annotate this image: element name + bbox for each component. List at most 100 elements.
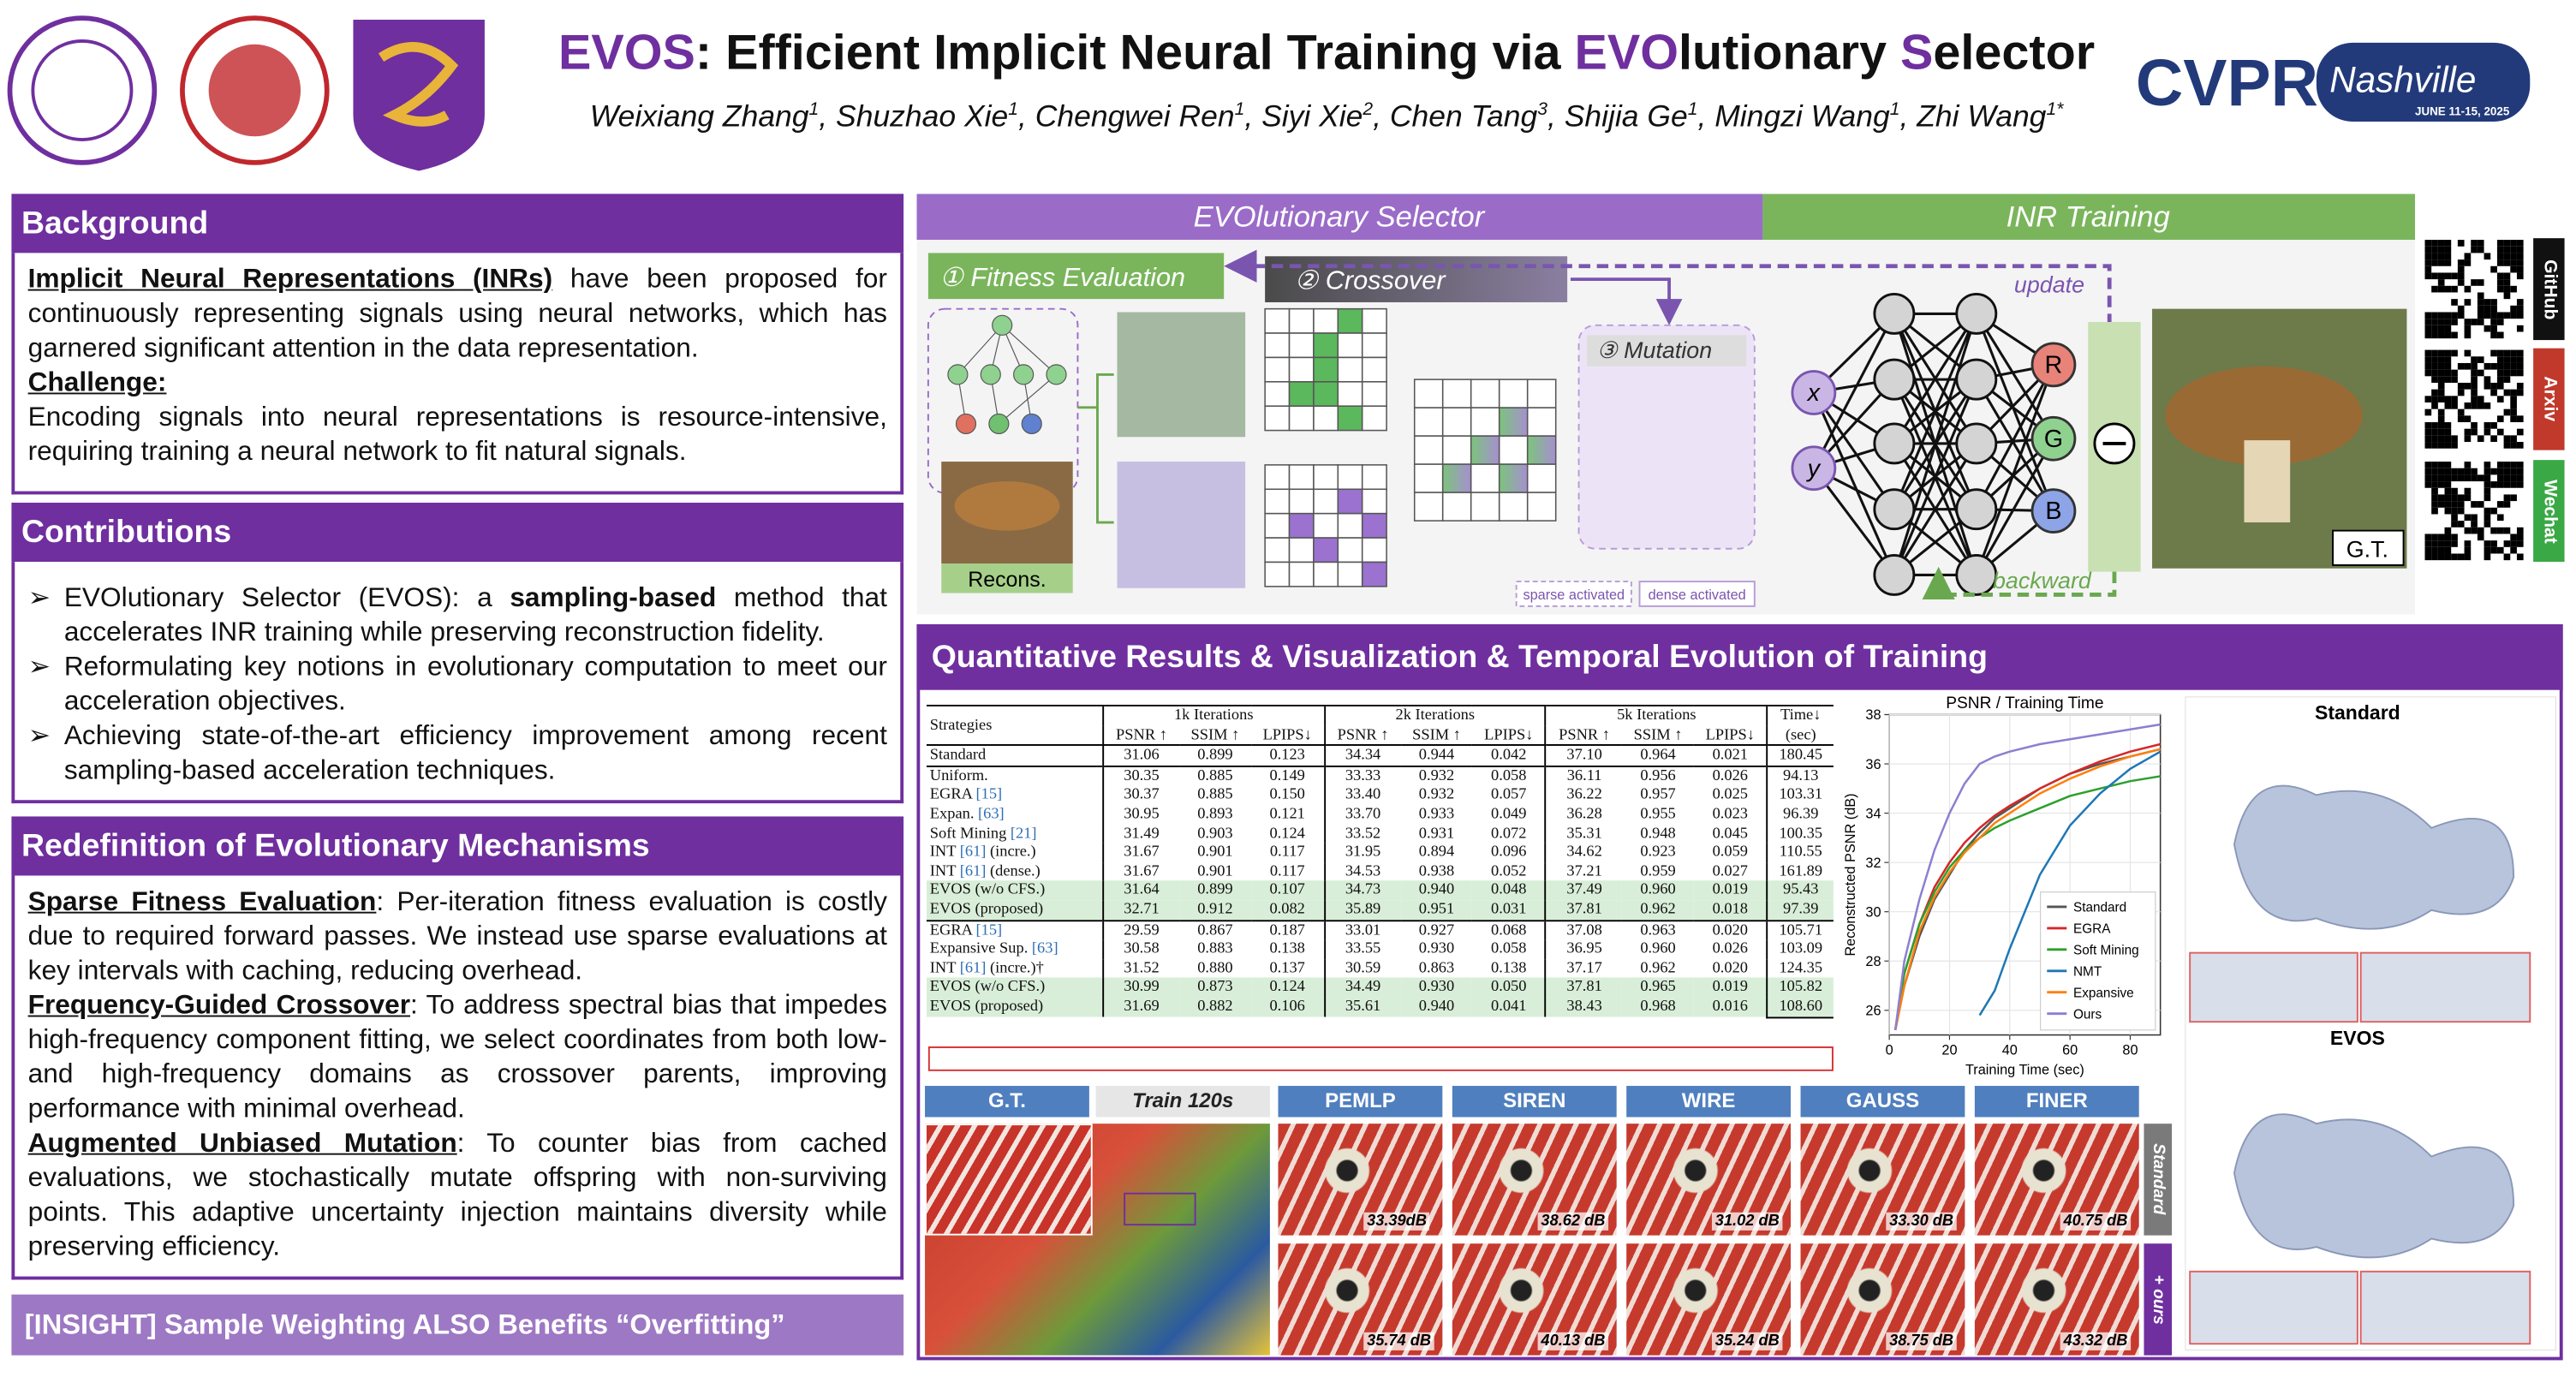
value-cell: 34.73 bbox=[1323, 880, 1401, 901]
stage-bar bbox=[916, 194, 1763, 241]
qr-cell bbox=[2490, 362, 2497, 370]
strategy-suffix: (dense.) bbox=[986, 861, 1041, 880]
grid-cell bbox=[1313, 512, 1339, 539]
value-cell: 0.026 bbox=[1693, 765, 1768, 786]
value-cell: 34.34 bbox=[1323, 744, 1401, 766]
grid-cell bbox=[1361, 561, 1387, 587]
value-cell: 32.71 bbox=[1102, 900, 1180, 921]
legend-label: Ours bbox=[2073, 1007, 2102, 1022]
qr-cell bbox=[2437, 376, 2445, 383]
title-part: elector bbox=[1933, 26, 2096, 80]
qr-cell bbox=[2464, 435, 2472, 443]
value-cell: 0.138 bbox=[1491, 958, 1527, 977]
value-cell: 0.899 bbox=[1179, 744, 1251, 766]
qr-cell bbox=[2496, 474, 2504, 482]
value-cell: 34.49 bbox=[1323, 978, 1401, 998]
paragraph: Challenge: Encoding signals into neural r… bbox=[28, 367, 887, 470]
qr-cell bbox=[2471, 279, 2478, 286]
value-cell: 37.81 bbox=[1545, 978, 1623, 998]
qr-cell bbox=[2451, 521, 2458, 528]
grid-cell bbox=[1313, 464, 1339, 491]
affiliation: 1 bbox=[1234, 99, 1245, 120]
header-cell: SSIM ↑ bbox=[1179, 725, 1251, 747]
grid-cell bbox=[1441, 463, 1472, 493]
qr-cell bbox=[2477, 292, 2484, 300]
value-cell: 0.021 bbox=[1693, 744, 1768, 766]
grid-cell bbox=[1470, 463, 1500, 493]
qr-cell bbox=[2451, 487, 2458, 495]
grid-cell bbox=[1526, 435, 1557, 465]
qr-cell bbox=[2496, 319, 2504, 325]
qr-cell bbox=[2437, 442, 2445, 449]
value-cell: 33.40 bbox=[1323, 785, 1401, 805]
author-name: Zhi Wang bbox=[1917, 98, 2047, 134]
table-row: EVOS (proposed) 31.69 0.882 0.106 35.61 0.940… bbox=[926, 997, 1834, 1018]
value-cell: 36.95 bbox=[1545, 939, 1623, 959]
header-cell: 2k Iterations bbox=[1323, 704, 1547, 726]
qr-cell bbox=[2424, 362, 2432, 370]
qr-cell bbox=[2437, 246, 2445, 253]
strategy-cell: INT [61] (dense.) bbox=[927, 862, 1103, 881]
value-cell: 0.019 bbox=[1693, 880, 1768, 901]
strategy-name: Uniform. bbox=[929, 766, 988, 785]
qr-cell bbox=[2490, 312, 2497, 319]
reference: [61] bbox=[959, 958, 987, 977]
strategy-cell: INT [61] (incre.)† bbox=[927, 959, 1103, 978]
qr-cell bbox=[2496, 369, 2504, 377]
qr-cell bbox=[2477, 534, 2484, 541]
value-cell: 31.06 bbox=[1102, 744, 1180, 766]
psnr-label: 33.30 dB bbox=[1886, 1212, 1957, 1231]
y-tick-label: 34 bbox=[1865, 806, 1881, 821]
grid-cell bbox=[1288, 537, 1315, 563]
qr-cell bbox=[2510, 462, 2517, 468]
qr-cell bbox=[2484, 382, 2491, 390]
qr-cell bbox=[2437, 494, 2445, 502]
y-axis-label: Reconstructed PSNR (dB) bbox=[1843, 793, 1858, 956]
qr-cell bbox=[2510, 396, 2517, 402]
author-name: Mingzi Wang bbox=[1714, 98, 1890, 134]
qr-cell bbox=[2431, 507, 2438, 515]
qr-cell bbox=[2437, 279, 2445, 286]
qr-cell bbox=[2464, 494, 2472, 502]
value-cell: 0.930 bbox=[1400, 978, 1473, 998]
qr-cell bbox=[2457, 415, 2465, 423]
step-label: ② Crossover bbox=[1295, 265, 1447, 295]
line bbox=[1893, 748, 2161, 1031]
qr-cell bbox=[2477, 474, 2484, 482]
value-cell: 33.55 bbox=[1323, 939, 1401, 959]
qr-cell bbox=[2431, 534, 2438, 541]
grid-cell bbox=[1526, 407, 1557, 437]
qr-cell bbox=[2464, 362, 2472, 370]
input-node bbox=[1791, 370, 1837, 415]
qr-cell bbox=[2490, 331, 2497, 339]
logos bbox=[7, 15, 485, 171]
value-cell: 0.938 bbox=[1418, 861, 1455, 880]
qr-cell bbox=[2503, 240, 2511, 247]
title-part: lutionary bbox=[1679, 26, 1901, 80]
qr-cell bbox=[2451, 376, 2458, 383]
qr-cell bbox=[2437, 389, 2445, 396]
value-cell: 0.959 bbox=[1640, 861, 1676, 880]
qr-cell bbox=[2490, 389, 2497, 396]
value-cell: 100.35 bbox=[1766, 824, 1834, 843]
value-cell: 0.883 bbox=[1197, 939, 1233, 958]
row-label: Standard bbox=[2144, 1124, 2173, 1236]
line bbox=[1893, 723, 2161, 1030]
x-tick-label: 0 bbox=[1886, 1043, 1893, 1058]
qr-cell bbox=[2510, 534, 2517, 541]
grid-cell bbox=[1498, 435, 1529, 465]
network: x y R G B bbox=[1791, 292, 2077, 596]
value-cell: 96.39 bbox=[1766, 804, 1834, 825]
input-label: x bbox=[1806, 379, 1822, 407]
qr-cell bbox=[2496, 349, 2504, 357]
neuron bbox=[1873, 422, 1916, 465]
qr-cell bbox=[2471, 514, 2478, 522]
reference: [61] bbox=[959, 861, 987, 880]
qr-cell bbox=[2431, 396, 2438, 402]
mesh-detail bbox=[2359, 1270, 2531, 1345]
qr-cell bbox=[2490, 325, 2497, 332]
author: Chen Tang3 bbox=[1390, 98, 1565, 133]
gt-box bbox=[2332, 529, 2405, 566]
table-row: INT [61] (incre.)† 31.52 0.880 0.137 30.59 0.… bbox=[927, 958, 1834, 979]
qr-cell bbox=[2510, 546, 2517, 554]
